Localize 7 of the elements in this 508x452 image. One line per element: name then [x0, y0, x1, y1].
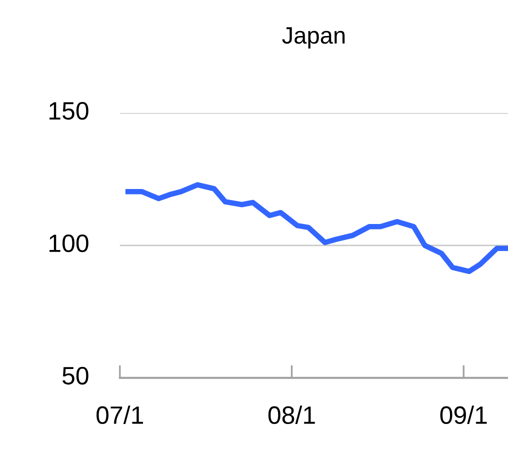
x-tick-label: 07/1 [96, 406, 143, 424]
y-tick-label: 100 [50, 234, 88, 252]
x-tick-label: 08/1 [268, 406, 315, 424]
x-tick-label: 09/1 [440, 406, 487, 424]
chart-title: Japan [282, 27, 345, 48]
y-tick-label: 150 [50, 102, 88, 120]
y-tick-label: 50 [62, 366, 88, 385]
